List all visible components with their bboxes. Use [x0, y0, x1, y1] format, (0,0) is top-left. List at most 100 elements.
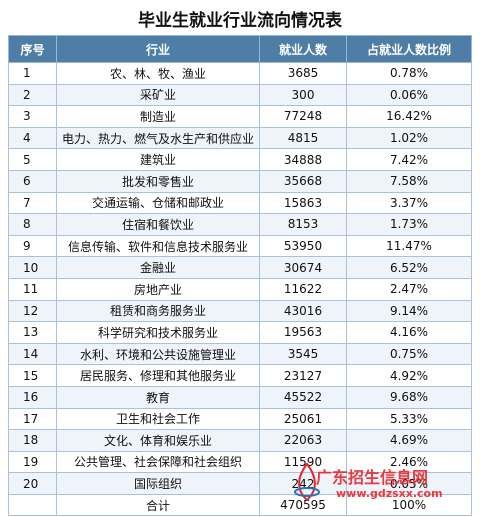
table-body: 1 农、林、牧、渔业 3685 0.78% 2 采矿业 300 0.06% 3 制造业 77248 1…: [8, 62, 472, 517]
column-header: 占就业人数比例: [346, 35, 472, 63]
table-cell: 国际组织: [56, 472, 260, 495]
table-cell: 信息传输、软件和信息技术服务业: [56, 234, 260, 258]
table-cell: 5: [8, 148, 57, 171]
table-row: 15 居民服务、修理和其他服务业 23127 4.92%: [8, 364, 472, 387]
table-cell: 2.47%: [346, 277, 472, 301]
table-row: 5 建筑业 34888 7.42%: [8, 148, 472, 171]
title: 毕业生就业行业流向情况表: [138, 11, 342, 31]
table-cell: 0.78%: [346, 62, 472, 85]
table-cell: 居民服务、修理和其他服务业: [56, 364, 260, 387]
table-cell: 制造业: [56, 105, 260, 128]
table-cell: 18: [8, 429, 57, 452]
table-cell: 1: [8, 62, 57, 85]
table-cell: 19: [8, 450, 57, 474]
table-row: 14 水利、环境和公共设施管理业 3545 0.75%: [8, 342, 472, 366]
table-row: 4 电力、热力、燃气及水生产和供应业 4815 1.02%: [8, 126, 472, 150]
table-cell: 批发和零售业: [56, 169, 260, 193]
table-cell: 12: [8, 299, 57, 323]
table-cell: 34888: [259, 148, 347, 171]
table-row: 17 卫生和社会工作 25061 5.33%: [8, 407, 472, 431]
table-cell: 7: [8, 191, 57, 215]
watermark-name: 广东招生信息网: [316, 468, 429, 487]
table-cell: 23127: [259, 364, 347, 387]
table-row: 7 交通运输、仓储和邮政业 15863 3.37%: [8, 191, 472, 215]
table-cell: 4.16%: [346, 321, 472, 344]
watermark-logo: [294, 462, 320, 502]
table-cell: 交通运输、仓储和邮政业: [56, 191, 260, 215]
table-row: 20 国际组织 242 0.05%: [8, 472, 472, 495]
table-cell: 教育: [56, 385, 260, 409]
table-cell: 11622: [259, 277, 347, 301]
table-row: 18 文化、体育和娱乐业 22063 4.69%: [8, 429, 472, 452]
table-cell: 77248: [259, 105, 347, 128]
employment-table: 序号 行业 就业人数 占就业人数比例 1 农、林、牧、渔业 3685 0.78% 2 采矿业 30…: [8, 35, 472, 517]
table-cell: 住宿和餐饮业: [56, 213, 260, 236]
table-cell: 16.42%: [346, 105, 472, 128]
table-row: 3 制造业 77248 16.42%: [8, 105, 472, 128]
table-row: 合计 470595 100%: [8, 493, 472, 517]
table-cell: 15: [8, 364, 57, 387]
table-cell: 3545: [259, 342, 347, 366]
table-cell: 6.52%: [346, 256, 472, 279]
table-cell: 0.75%: [346, 342, 472, 366]
table-cell: 0.05%: [346, 472, 472, 495]
table-cell: 30674: [259, 256, 347, 279]
table-cell: 53950: [259, 234, 347, 258]
table-cell: 1.73%: [346, 213, 472, 236]
table-cell: 4815: [259, 126, 347, 150]
table-cell: 9.68%: [346, 385, 472, 409]
table-row: 2 采矿业 300 0.06%: [8, 83, 472, 107]
table-cell: 22063: [259, 429, 347, 452]
table-cell: [8, 493, 57, 517]
table-cell: 公共管理、社会保障和社会组织: [56, 450, 260, 474]
table-cell: 4.92%: [346, 364, 472, 387]
column-header: 就业人数: [259, 35, 347, 63]
table-cell: 金融业: [56, 256, 260, 279]
table-cell: 17: [8, 407, 57, 431]
table-cell: 100%: [346, 493, 472, 517]
table-cell: 7.58%: [346, 169, 472, 193]
table-cell: 9: [8, 234, 57, 258]
table-cell: 20: [8, 472, 57, 495]
table-cell: 4: [8, 126, 57, 150]
table-cell: 农、林、牧、渔业: [56, 62, 260, 85]
table-cell: 采矿业: [56, 83, 260, 107]
table-cell: 8: [8, 213, 57, 236]
table-cell: 11: [8, 277, 57, 301]
table-cell: 卫生和社会工作: [56, 407, 260, 431]
table-cell: 4.69%: [346, 429, 472, 452]
table-cell: 8153: [259, 213, 347, 236]
table-cell: 0.06%: [346, 83, 472, 107]
table-row: 19 公共管理、社会保障和社会组织 11590 2.46%: [8, 450, 472, 474]
table-cell: 19563: [259, 321, 347, 344]
table-cell: 科学研究和技术服务业: [56, 321, 260, 344]
table-cell: 15863: [259, 191, 347, 215]
table-cell: 25061: [259, 407, 347, 431]
table-cell: 43016: [259, 299, 347, 323]
table-cell: 合计: [56, 493, 260, 517]
table-row: 13 科学研究和技术服务业 19563 4.16%: [8, 321, 472, 344]
table-cell: 13: [8, 321, 57, 344]
table-cell: 1.02%: [346, 126, 472, 150]
table-cell: 10: [8, 256, 57, 279]
table-cell: 电力、热力、燃气及水生产和供应业: [56, 126, 260, 150]
table-cell: 文化、体育和娱乐业: [56, 429, 260, 452]
column-header: 行业: [56, 35, 260, 63]
table-row: 6 批发和零售业 35668 7.58%: [8, 169, 472, 193]
table-cell: 14: [8, 342, 57, 366]
table-row: 1 农、林、牧、渔业 3685 0.78%: [8, 62, 472, 85]
table-cell: 6: [8, 169, 57, 193]
header-row: 序号 行业 就业人数 占就业人数比例: [8, 35, 472, 63]
table-cell: 3.37%: [346, 191, 472, 215]
table-cell: 16: [8, 385, 57, 409]
table-cell: 租赁和商务服务业: [56, 299, 260, 323]
table-cell: 9.14%: [346, 299, 472, 323]
table-cell: 2: [8, 83, 57, 107]
table-row: 16 教育 45522 9.68%: [8, 385, 472, 409]
table-cell: 5.33%: [346, 407, 472, 431]
table-cell: 水利、环境和公共设施管理业: [56, 342, 260, 366]
table-cell: 300: [259, 83, 347, 107]
table-cell: 35668: [259, 169, 347, 193]
table-row: 11 房地产业 11622 2.47%: [8, 277, 472, 301]
